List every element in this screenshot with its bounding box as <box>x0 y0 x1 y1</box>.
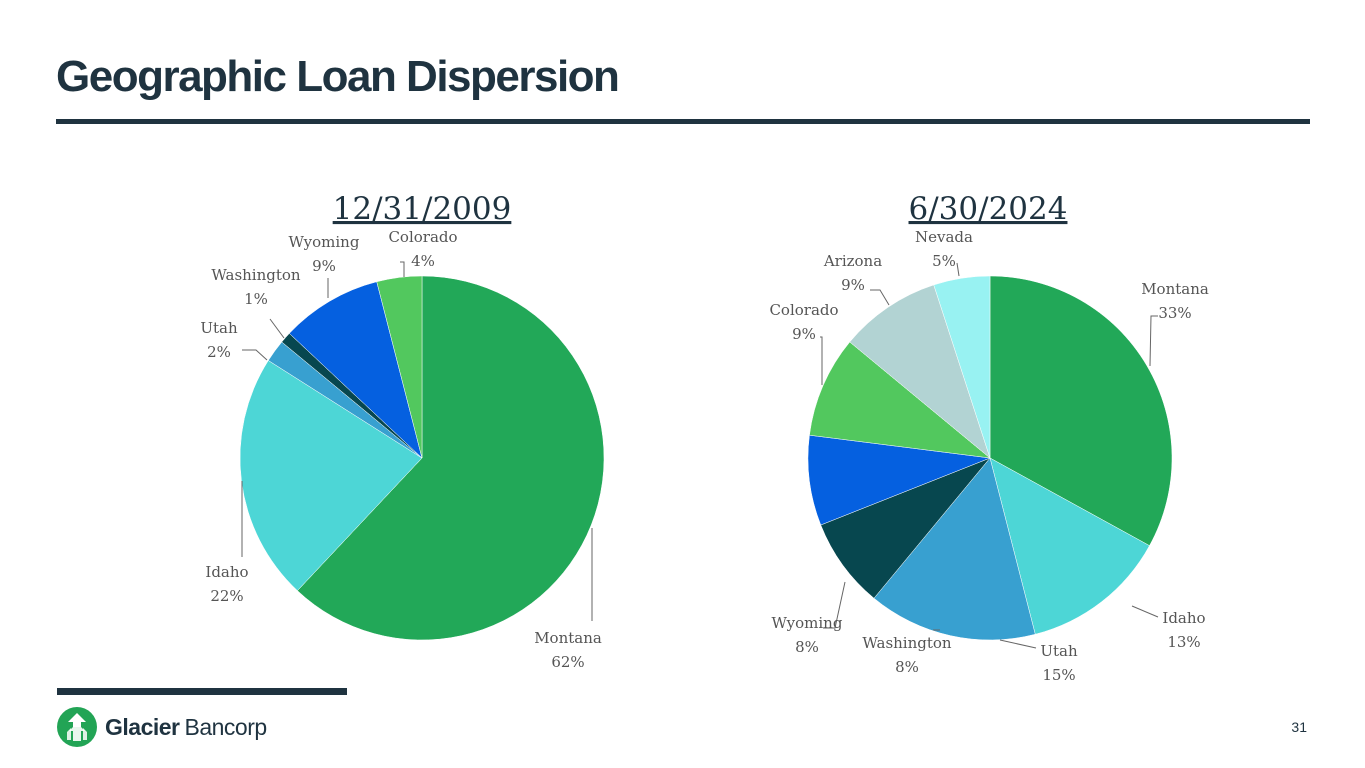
slice-label-idaho: Idaho <box>205 563 248 581</box>
pie-slice-montana <box>297 275 605 641</box>
logo-wordmark: Glacier Bancorp <box>105 714 267 741</box>
leader-line-colorado <box>820 336 823 385</box>
slice-value-montana: 62% <box>551 653 584 671</box>
pie-slice-utah <box>873 457 1036 641</box>
leader-line-colorado <box>400 261 405 277</box>
leader-line-nevada <box>956 262 960 277</box>
pie-chart-1: 12/31/2009 Montana 62% Idaho 22% Utah 2% Washin… <box>200 191 605 671</box>
slice-label-utah: Utah <box>200 319 238 337</box>
slice-label-montana: Montana <box>1141 280 1209 298</box>
footer-divider <box>57 688 347 695</box>
slice-value-washington: 1% <box>244 290 268 308</box>
pie-slice-colorado <box>376 275 423 459</box>
leader-line-montana <box>1149 315 1158 367</box>
leader-line-washington <box>269 318 285 339</box>
logo-name-bold: Glacier <box>105 713 180 740</box>
chart-title: 12/31/2009 <box>333 191 512 227</box>
chart-title: 6/30/2024 <box>909 191 1068 227</box>
leader-line-utah <box>242 349 268 361</box>
leader-line-idaho <box>1131 605 1159 618</box>
slice-label-wyoming: Wyoming <box>772 614 843 632</box>
leader-line-wyoming <box>823 581 846 629</box>
pie-slice-arizona <box>849 284 991 459</box>
pie-slice-nevada <box>933 275 991 459</box>
leader-line-arizona <box>870 289 890 306</box>
slice-value-montana: 33% <box>1158 304 1191 322</box>
slice-label-washington: Washington <box>862 634 952 652</box>
slice-value-idaho: 22% <box>210 587 243 605</box>
company-logo: Glacier Bancorp <box>57 706 267 748</box>
slice-label-nevada: Nevada <box>915 228 973 246</box>
slice-label-montana: Montana <box>534 629 602 647</box>
slice-label-wyoming: Wyoming <box>289 233 360 251</box>
pie-slice-washington <box>820 457 991 599</box>
slice-label-washington: Washington <box>211 266 301 284</box>
slice-label-colorado: Colorado <box>388 228 457 246</box>
slice-label-idaho: Idaho <box>1162 609 1205 627</box>
slide-title: Geographic Loan Dispersion <box>56 52 620 101</box>
slice-value-colorado: 4% <box>411 252 435 270</box>
slice-value-nevada: 5% <box>932 252 956 270</box>
title-divider <box>56 119 1310 124</box>
pie-chart-2: 6/30/2024 Montana 33% Idaho 13% Utah 15% Washin… <box>769 191 1208 684</box>
slice-value-wyoming: 9% <box>312 257 336 275</box>
glacier-arrows-icon <box>57 707 97 747</box>
slice-value-utah: 2% <box>207 343 231 361</box>
pie-slice-wyoming <box>807 434 991 526</box>
slice-value-washington: 8% <box>895 658 919 676</box>
leader-line-utah <box>999 639 1037 649</box>
pie-slice-wyoming <box>288 281 423 459</box>
slice-value-arizona: 9% <box>841 276 865 294</box>
slice-label-arizona: Arizona <box>823 252 882 270</box>
slice-value-colorado: 9% <box>792 325 816 343</box>
logo-name-light: Bancorp <box>184 713 268 740</box>
pie-slice-idaho <box>239 360 423 592</box>
page-number: 31 <box>1291 719 1307 735</box>
slice-label-colorado: Colorado <box>769 301 838 319</box>
pie-slice-montana <box>989 275 1173 547</box>
slice-value-wyoming: 8% <box>795 638 819 656</box>
pie-slice-idaho <box>989 457 1150 635</box>
slice-value-utah: 15% <box>1042 666 1075 684</box>
slice-label-utah: Utah <box>1040 642 1078 660</box>
slice-value-idaho: 13% <box>1167 633 1200 651</box>
pie-slice-colorado <box>809 341 991 459</box>
